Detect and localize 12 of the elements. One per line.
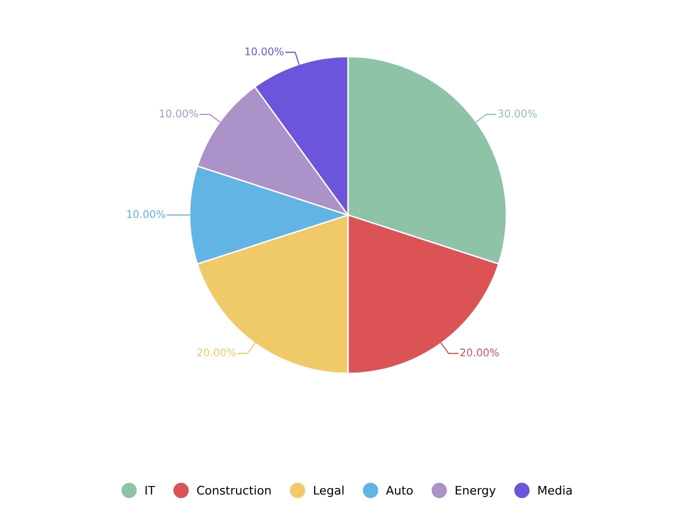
data-label: 10.00% [245, 47, 284, 56]
data-label: 20.00% [460, 348, 499, 356]
data-label: 10.00% [160, 110, 198, 118]
legend-label: Auto [386, 486, 413, 495]
legend-label: Energy [456, 486, 496, 498]
legend-label: Media [538, 486, 572, 495]
data-label: 30.00% [498, 110, 537, 118]
legend-label: Legal [314, 486, 344, 498]
data-label: 20.00% [197, 348, 236, 356]
legend-label: IT [146, 486, 156, 495]
legend-label: Construction [197, 486, 271, 495]
data-label: 10.00% [127, 210, 166, 218]
